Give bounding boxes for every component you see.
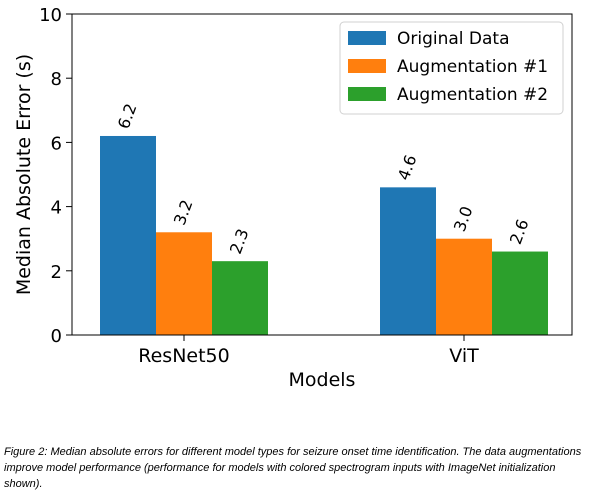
y-tick-label: 10 (39, 5, 62, 26)
bar-value-label: 2.6 (506, 216, 533, 246)
legend-label: Augmentation #2 (397, 85, 548, 105)
bar-value-label: 2.3 (226, 226, 253, 256)
legend-swatch (348, 59, 386, 73)
bar-value-label: 3.0 (450, 204, 477, 234)
bar (492, 251, 548, 335)
bar-value-label: 4.6 (394, 152, 421, 182)
bar (156, 232, 212, 335)
y-tick-label: 2 (51, 262, 62, 283)
bar-value-label: 3.2 (170, 197, 197, 227)
x-axis-ticks: ResNet50 ViT (138, 335, 479, 367)
legend-label: Original Data (397, 29, 510, 49)
bar-value-label: 6.2 (114, 101, 141, 131)
x-tick-label: ViT (449, 345, 479, 367)
legend-box (339, 21, 564, 115)
x-axis-label: Models (289, 369, 356, 391)
value-labels: 6.2 3.2 2.3 4.6 3.0 2.6 (114, 101, 533, 257)
bars (100, 135, 548, 335)
y-tick-label: 0 (51, 326, 62, 347)
bar (436, 238, 492, 335)
plot-frame (71, 13, 573, 336)
y-axis-ticks: 0 2 4 6 8 10 (39, 5, 72, 347)
bar (212, 261, 268, 335)
bar (380, 187, 436, 335)
bar-chart: 0 2 4 6 8 10 6.2 3.2 2.3 4.6 3.0 2.6 ResNet50 ViT M… (13, 5, 573, 391)
legend-label: Augmentation #1 (397, 57, 548, 77)
y-tick-label: 6 (51, 133, 62, 154)
bar (100, 135, 156, 335)
legend: Original Data Augmentation #1 Augmentation… (339, 21, 564, 115)
y-tick-label: 4 (51, 198, 62, 219)
x-tick-label: ResNet50 (138, 345, 229, 367)
figure-caption: Figure 2: Median absolute errors for dif… (4, 446, 582, 490)
legend-swatch (348, 31, 386, 45)
legend-swatch (348, 87, 386, 101)
y-tick-label: 8 (51, 69, 62, 90)
y-axis-label: Median Absolute Error (s) (13, 54, 35, 295)
